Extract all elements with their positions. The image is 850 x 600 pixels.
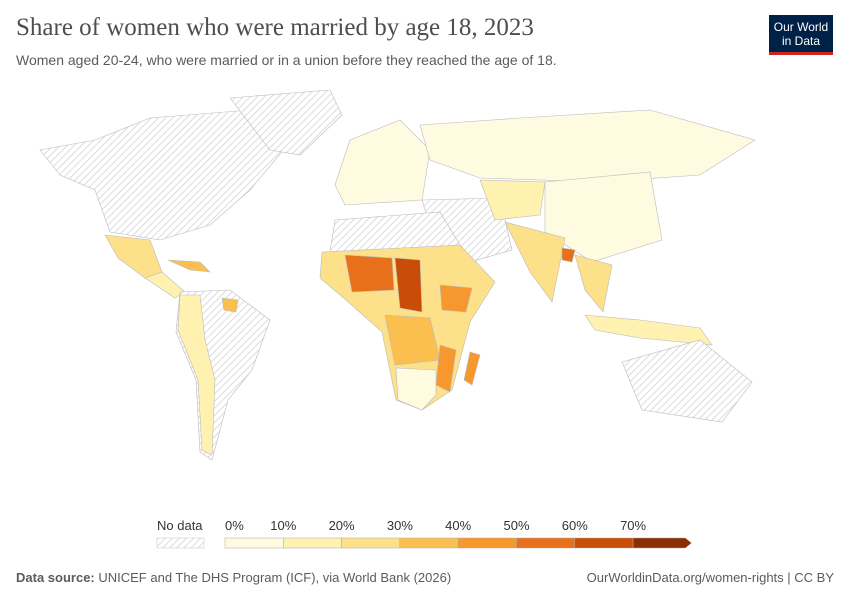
region-southern-africa[interactable] xyxy=(395,367,437,411)
region-australia[interactable] xyxy=(621,339,753,423)
region-caribbean[interactable] xyxy=(167,259,211,273)
region-south-asia[interactable] xyxy=(504,221,566,303)
legend-tick-label: 50% xyxy=(503,518,529,533)
page-subtitle: Women aged 20-24, who were married or in… xyxy=(16,52,557,68)
region-ethiopia[interactable] xyxy=(439,284,473,313)
source-text: UNICEF and The DHS Program (ICF), via Wo… xyxy=(94,570,452,585)
legend-no-data-label: No data xyxy=(157,518,203,533)
legend-bin[interactable] xyxy=(341,537,401,549)
region-mexico[interactable] xyxy=(104,234,163,279)
region-mozambique[interactable] xyxy=(435,344,457,393)
region-central-asia[interactable] xyxy=(479,179,546,221)
footer-source: Data source: UNICEF and The DHS Program … xyxy=(16,570,451,585)
legend-tick-label: 10% xyxy=(270,518,296,533)
region-east-asia[interactable] xyxy=(544,171,663,263)
world-map[interactable] xyxy=(0,90,850,490)
legend-tick-label: 20% xyxy=(329,518,355,533)
legend-bin[interactable] xyxy=(516,537,576,549)
legend-no-data-swatch xyxy=(156,537,205,549)
color-legend: No data 0% 10% 20% 30% 40% 50% 60% 70% xyxy=(156,518,692,549)
region-greenland[interactable] xyxy=(229,90,343,156)
legend-tick-label: 70% xyxy=(620,518,646,533)
region-andes[interactable] xyxy=(177,294,216,456)
region-mali-niger[interactable] xyxy=(344,254,395,293)
region-europe[interactable] xyxy=(334,119,431,206)
region-north-america[interactable] xyxy=(39,109,301,241)
region-madagascar[interactable] xyxy=(463,351,481,386)
legend-tick-label: 30% xyxy=(387,518,413,533)
owid-logo[interactable]: Our World in Data xyxy=(769,15,833,55)
legend-tick-label: 60% xyxy=(562,518,588,533)
logo-line-2: in Data xyxy=(781,33,821,48)
region-southeast-asia[interactable] xyxy=(574,254,613,313)
legend-tick-label: 0% xyxy=(225,518,244,533)
legend-bin[interactable] xyxy=(399,537,459,549)
page-title: Share of women who were married by age 1… xyxy=(16,14,534,41)
region-indonesia[interactable] xyxy=(584,314,713,346)
region-guianas[interactable] xyxy=(221,297,239,313)
legend-bin[interactable] xyxy=(224,537,284,549)
legend-bin[interactable] xyxy=(632,537,692,549)
legend-bin[interactable] xyxy=(457,537,517,549)
footer-link[interactable]: OurWorldinData.org/women-rights | CC BY xyxy=(586,570,834,585)
source-label: Data source: xyxy=(16,570,95,585)
region-bangladesh[interactable] xyxy=(561,247,576,263)
legend-tick-label: 40% xyxy=(445,518,471,533)
legend-bin[interactable] xyxy=(283,537,342,549)
logo-line-1: Our World xyxy=(773,19,829,34)
region-chad[interactable] xyxy=(394,257,423,313)
region-russia[interactable] xyxy=(419,109,756,183)
legend-bin[interactable] xyxy=(574,537,634,549)
region-central-america[interactable] xyxy=(144,271,186,299)
